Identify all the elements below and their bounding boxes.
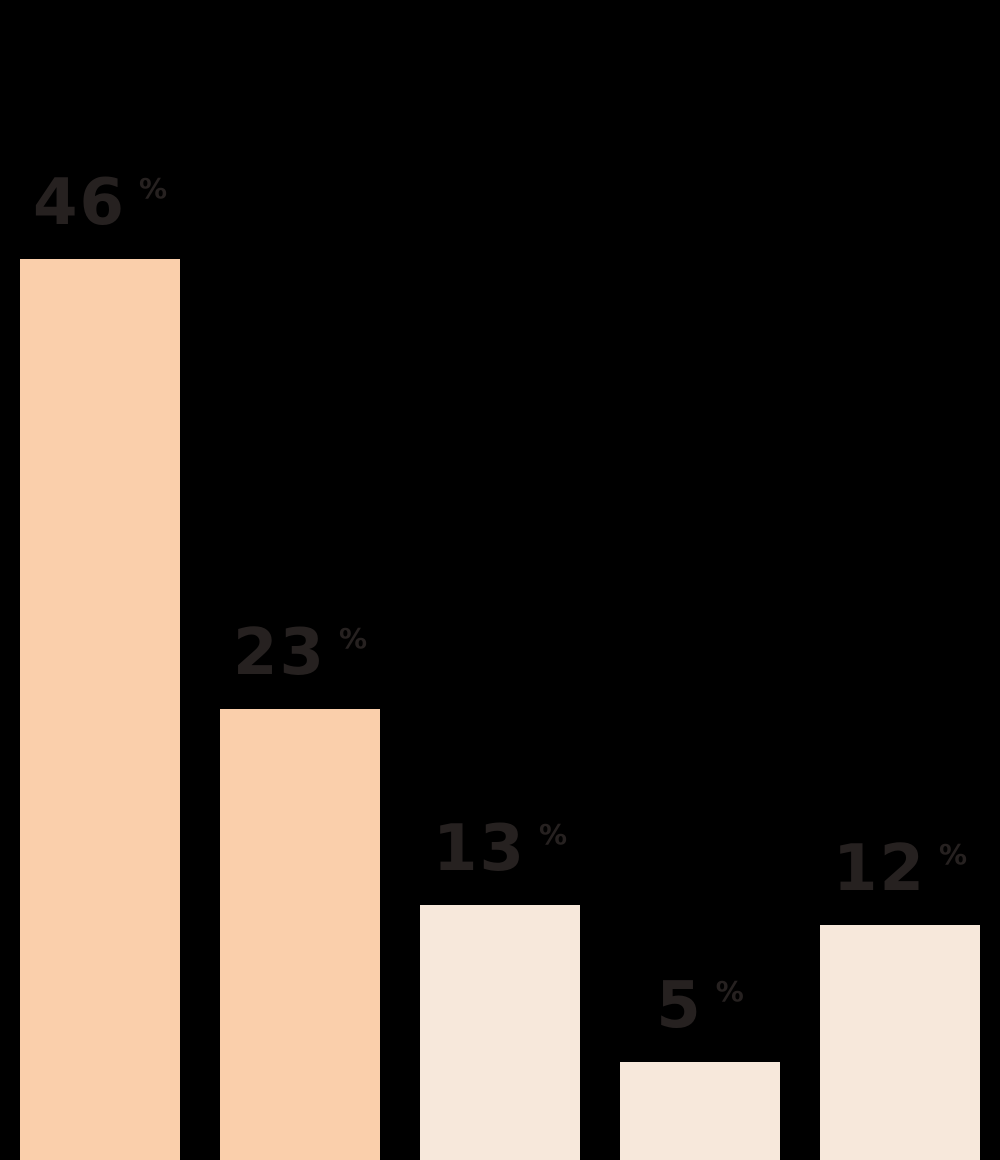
percent-sign: % (715, 975, 744, 1009)
bar-1 (20, 259, 180, 1160)
bar-value-number: 5 (656, 969, 703, 1044)
bar-value-label-3: 13 % (432, 812, 568, 887)
bar-group-1: 46 % (20, 166, 180, 1160)
percent-sign: % (339, 622, 368, 656)
bar-2 (220, 709, 380, 1160)
bar-4 (620, 1062, 780, 1160)
bar-value-number: 13 (432, 812, 526, 887)
bar-value-number: 23 (232, 616, 326, 691)
bar-group-2: 23 % (220, 616, 380, 1160)
bar-group-3: 13 % (420, 812, 580, 1160)
bar-group-5: 12 % (820, 832, 980, 1160)
bar-value-label-1: 46 % (32, 166, 168, 241)
bar-group-4: 5 % (620, 969, 780, 1160)
bar-value-label-2: 23 % (232, 616, 368, 691)
bar-value-number: 46 (32, 166, 126, 241)
bar-value-label-4: 5 % (656, 969, 744, 1044)
bar-value-label-5: 12 % (832, 832, 968, 907)
percent-sign: % (539, 818, 568, 852)
bar-5 (820, 925, 980, 1160)
bar-value-number: 12 (832, 832, 926, 907)
percent-sign: % (939, 838, 968, 872)
bar-3 (420, 905, 580, 1160)
percent-sign: % (139, 172, 168, 206)
